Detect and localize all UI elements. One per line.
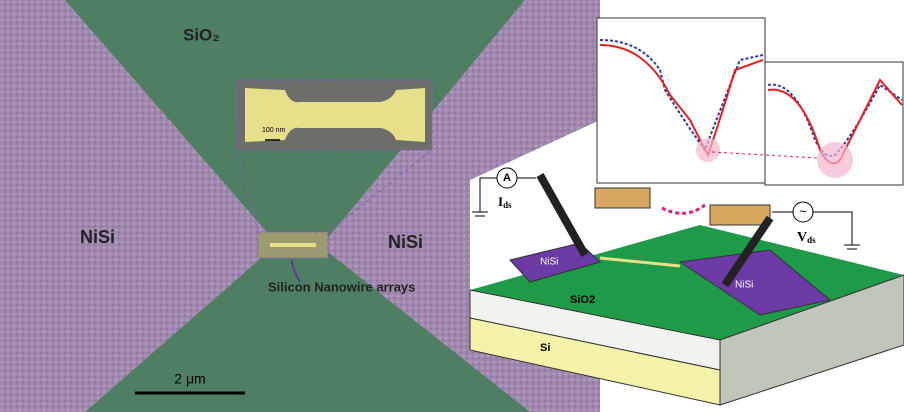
right-contact-label: NiSi (388, 232, 423, 252)
ammeter-label: A (503, 172, 511, 184)
substrate-label: Si (540, 342, 550, 354)
voltage-sub: ds (807, 235, 816, 245)
inset-scale-label: 100 nm (262, 127, 286, 134)
nanowire (270, 243, 316, 247)
sensor-pad (710, 205, 770, 225)
page: {"sem":{"oxide_label":"SiO₂","left_conta… (0, 0, 904, 412)
left-pad-label: NiSi (540, 257, 558, 268)
scale-label: 2 μm (174, 371, 205, 387)
right-pad-label: NiSi (735, 280, 753, 291)
nanowire-label: Silicon Nanowire arrays (268, 279, 415, 294)
oxide-layer-label: SiO2 (570, 294, 595, 306)
oxide-label: SiO₂ (183, 25, 220, 44)
highlight (817, 142, 853, 178)
left-contact-label: NiSi (80, 227, 115, 247)
source-symbol: ~ (799, 203, 807, 218)
highlight (696, 138, 720, 162)
voltage-main: V (797, 230, 807, 245)
current-sub: ds (503, 200, 512, 210)
sensor-pad (595, 188, 650, 208)
figure: SiO₂ NiSi NiSi 100 nm Silicon Nanowire a… (0, 0, 904, 412)
